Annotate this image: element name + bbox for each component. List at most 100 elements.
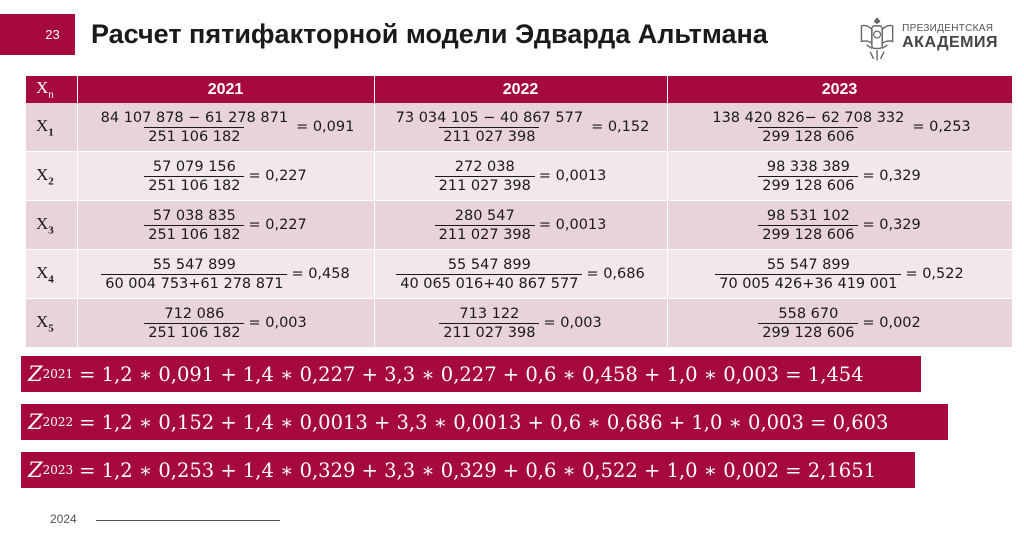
academy-logo: ПРЕЗИДЕНТСКАЯ АКАДЕМИЯ (858, 8, 998, 68)
result-value: = 0,003 (248, 315, 307, 331)
factor-value-cell: 57 079 156 251 106 182 = 0,227 (77, 151, 375, 201)
fraction-expression: 73 034 105 − 40 867 577 211 027 398 = 0,15… (375, 110, 667, 145)
z-expression: = 1,2 ∗ 0,152 + 1,4 ∗ 0,0013 + 3,3 ∗ 0,0… (79, 410, 889, 434)
fraction: 712 086 251 106 182 (144, 305, 245, 341)
fraction-expression: 138 420 826− 62 708 332 299 128 606 = 0,25… (668, 110, 1012, 145)
table-row: X1 84 107 878 − 61 278 871 251 106 182 = 0,… (26, 103, 1013, 152)
numerator: 138 420 826− 62 708 332 (712, 109, 905, 126)
z-variable: Z (28, 458, 43, 482)
factor-label: X3 (26, 200, 78, 250)
numerator: 55 547 899 (152, 256, 236, 273)
result-value: = 0,253 (912, 119, 971, 135)
factor-value-cell: 712 086 251 106 182 = 0,003 (77, 298, 375, 348)
denominator: 211 027 398 (439, 322, 540, 341)
fraction-expression: 280 547 211 027 398 = 0,0013 (375, 208, 667, 243)
year-header: 2022 (374, 76, 668, 103)
fraction: 73 034 105 − 40 867 577 211 027 398 (392, 110, 587, 145)
denominator: 60 004 753+61 278 871 (101, 273, 288, 292)
factor-label: X2 (26, 151, 78, 201)
result-value: = 0,227 (248, 168, 307, 184)
factor-value-cell: 280 547 211 027 398 = 0,0013 (374, 200, 668, 250)
numerator: 98 338 389 (766, 158, 850, 175)
numerator: 55 547 899 (447, 256, 531, 273)
z-expression: = 1,2 ∗ 0,253 + 1,4 ∗ 0,329 + 3,3 ∗ 0,32… (79, 458, 877, 482)
denominator: 299 128 606 (758, 126, 859, 145)
result-value: = 0,522 (905, 266, 964, 282)
denominator: 211 027 398 (439, 126, 540, 145)
factor-label: X4 (26, 249, 78, 299)
denominator: 299 128 606 (758, 175, 859, 194)
numerator: 73 034 105 − 40 867 577 (395, 109, 584, 126)
fraction-expression: 712 086 251 106 182 = 0,003 (78, 306, 374, 341)
fraction: 55 547 899 70 005 426+36 419 001 (715, 257, 902, 292)
numerator: 57 038 835 (152, 207, 236, 224)
slide-number: 23 (45, 27, 60, 42)
numerator: 712 086 (164, 305, 225, 322)
z-year-subscript: 2023 (42, 463, 74, 477)
z-score-formula: Z 2021 = 1,2 ∗ 0,091 + 1,4 ∗ 0,227 + 3,3 ∗… (21, 356, 921, 392)
fraction: 55 547 899 40 065 016+40 867 577 (396, 256, 583, 292)
denominator: 211 027 398 (434, 224, 535, 243)
table-row: X5 712 086 251 106 182 = 0,003 713 122 211 02… (26, 298, 1013, 348)
denominator: 251 106 182 (144, 224, 245, 243)
year-header: 2021 (77, 76, 375, 103)
fraction-expression: 558 670 299 128 606 = 0,002 (668, 306, 1012, 341)
numerator: 558 670 (778, 305, 839, 322)
fraction: 84 107 878 − 61 278 871 251 106 182 (97, 110, 292, 145)
factor-value-cell: 98 531 102 299 128 606 = 0,329 (667, 200, 1013, 250)
fraction-expression: 55 547 899 60 004 753+61 278 871 = 0,458 (78, 257, 374, 292)
table-row: X3 57 038 835 251 106 182 = 0,227 280 547 211… (26, 200, 1013, 250)
fraction-expression: 57 038 835 251 106 182 = 0,227 (78, 208, 374, 243)
result-value: = 0,0013 (538, 168, 607, 184)
fraction-expression: 55 547 899 70 005 426+36 419 001 = 0,522 (668, 257, 1012, 292)
slide-number-badge: 23 (0, 14, 75, 55)
fraction: 558 670 299 128 606 (758, 305, 859, 341)
fraction: 138 420 826− 62 708 332 299 128 606 (708, 110, 908, 145)
factor-value-cell: 55 547 899 40 065 016+40 867 577 = 0,686 (374, 249, 668, 299)
factor-label: X1 (26, 103, 78, 152)
factor-value-cell: 138 420 826− 62 708 332 299 128 606 = 0,25… (667, 103, 1013, 152)
denominator: 40 065 016+40 867 577 (396, 273, 583, 292)
fraction: 98 531 102 299 128 606 (758, 208, 859, 243)
z-score-formula: Z 2023 = 1,2 ∗ 0,253 + 1,4 ∗ 0,329 + 3,3 ∗… (21, 452, 915, 488)
result-value: = 0,003 (543, 315, 602, 331)
factor-value-cell: 558 670 299 128 606 = 0,002 (667, 298, 1013, 348)
fraction: 55 547 899 60 004 753+61 278 871 (101, 256, 288, 292)
factor-value-cell: 84 107 878 − 61 278 871 251 106 182 = 0,09… (77, 103, 375, 152)
z-score-formula: Z 2022 = 1,2 ∗ 0,152 + 1,4 ∗ 0,0013 + 3,3 … (21, 404, 948, 440)
logo-line-1: ПРЕЗИДЕНТСКАЯ (902, 23, 994, 35)
numerator: 713 122 (459, 305, 520, 322)
result-value: = 0,152 (591, 119, 650, 135)
fraction: 57 038 835 251 106 182 (144, 207, 245, 243)
result-value: = 0,458 (291, 266, 350, 282)
z-variable: Z (28, 362, 43, 386)
fraction-expression: 272 038 211 027 398 = 0,0013 (375, 159, 667, 194)
table-row: X4 55 547 899 60 004 753+61 278 871 = 0,458… (26, 249, 1013, 299)
page-title: Расчет пятифакторной модели Эдварда Альт… (91, 19, 768, 49)
z-year-subscript: 2022 (42, 415, 74, 429)
result-value: = 0,227 (248, 217, 307, 233)
fraction-expression: 98 338 389 299 128 606 = 0,329 (668, 159, 1012, 194)
factor-value-cell: 272 038 211 027 398 = 0,0013 (374, 151, 668, 201)
eagle-emblem-icon (860, 17, 894, 61)
z-year-subscript: 2021 (42, 367, 74, 381)
fraction: 280 547 211 027 398 (434, 207, 535, 243)
factor-value-cell: 55 547 899 70 005 426+36 419 001 = 0,522 (667, 249, 1013, 299)
fraction: 272 038 211 027 398 (434, 159, 535, 194)
table-row: X2 57 079 156 251 106 182 = 0,227 272 038 211… (26, 151, 1013, 201)
logo-line-2: АКАДЕМИЯ (902, 33, 998, 51)
factor-value-cell: 713 122 211 027 398 = 0,003 (374, 298, 668, 348)
fraction: 98 338 389 299 128 606 (758, 158, 859, 194)
factor-value-cell: 73 034 105 − 40 867 577 211 027 398 = 0,15… (374, 103, 668, 152)
denominator: 211 027 398 (434, 175, 535, 194)
denominator: 299 128 606 (758, 322, 859, 341)
year-header: 2023 (667, 76, 1013, 103)
numerator: 280 547 (454, 207, 515, 224)
denominator: 70 005 426+36 419 001 (715, 273, 902, 292)
fraction-expression: 84 107 878 − 61 278 871 251 106 182 = 0,09… (78, 110, 374, 145)
factor-value-cell: 98 338 389 299 128 606 = 0,329 (667, 151, 1013, 201)
fraction: 713 122 211 027 398 (439, 305, 540, 341)
result-value: = 0,329 (862, 168, 921, 184)
z-expression: = 1,2 ∗ 0,091 + 1,4 ∗ 0,227 + 3,3 ∗ 0,22… (79, 362, 864, 386)
factor-label: X5 (26, 298, 78, 348)
